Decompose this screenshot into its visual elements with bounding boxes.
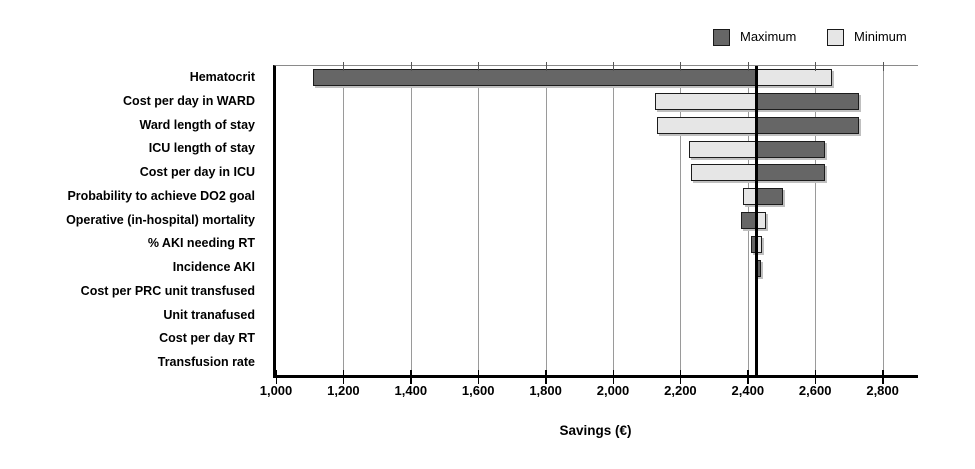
top-tick-mark <box>545 62 547 71</box>
bar-min-segment <box>656 116 757 134</box>
category-label: % AKI needing RT <box>147 236 255 251</box>
bar-max-segment <box>756 116 860 134</box>
x-tick-mark <box>882 370 884 384</box>
category-label: Cost per day in ICU <box>139 165 255 180</box>
category-label: ICU length of stay <box>148 141 255 156</box>
category-label: Incidence AKI <box>172 260 255 275</box>
gridline <box>815 66 817 375</box>
category-label: Operative (in-hospital) mortality <box>66 212 255 227</box>
gridline <box>545 66 547 375</box>
category-label: Hematocrit <box>189 70 255 84</box>
legend-maximum-swatch <box>713 29 730 46</box>
x-tick-mark <box>477 370 480 384</box>
category-label: Unit tranafused <box>163 307 255 322</box>
bar-max-segment <box>313 69 757 87</box>
top-tick-mark <box>680 62 682 71</box>
x-tick-mark <box>747 370 749 384</box>
legend-minimum-label: Minimum <box>854 29 907 44</box>
top-tick-mark <box>343 62 345 71</box>
bar-max-segment <box>756 164 826 182</box>
category-label: Transfusion rate <box>157 355 255 370</box>
gridline <box>478 66 480 375</box>
baseline-line <box>754 66 758 375</box>
gridline <box>680 66 682 375</box>
gridline <box>343 66 345 375</box>
x-tick-mark <box>679 370 682 384</box>
x-tick-label: 2,800 <box>866 383 899 398</box>
top-tick-mark <box>882 62 884 71</box>
x-tick-mark <box>342 370 345 384</box>
x-tick-mark <box>612 370 614 384</box>
plot-area <box>273 62 918 384</box>
gridline <box>613 66 614 375</box>
x-tick-label: 2,400 <box>731 383 765 398</box>
bar-min-segment <box>655 93 757 111</box>
top-tick-mark <box>478 62 480 71</box>
x-tick-mark <box>814 370 817 384</box>
bar-min-segment <box>688 140 757 158</box>
gridline <box>882 66 884 375</box>
x-tick-label: 1,800 <box>529 383 562 398</box>
x-axis-title: Savings (€) <box>559 423 632 438</box>
top-tick-mark <box>747 62 749 71</box>
x-tick-label: 2,600 <box>798 383 832 398</box>
legend-minimum-swatch <box>827 29 844 46</box>
x-tick-label: 2,200 <box>664 383 697 398</box>
x-tick-label: 1,600 <box>461 383 495 398</box>
top-tick-mark <box>613 62 614 71</box>
x-tick-label: 1,000 <box>259 383 293 398</box>
category-label: Cost per day in WARD <box>123 93 255 108</box>
legend-maximum-label: Maximum <box>740 29 797 44</box>
bar-max-segment <box>756 188 784 206</box>
category-label: Cost per PRC unit transfused <box>80 283 255 298</box>
bar-min-segment <box>756 69 833 87</box>
top-tick-mark <box>410 62 412 71</box>
top-tick-mark <box>815 62 817 71</box>
category-label: Probability to achieve DO2 goal <box>67 188 255 203</box>
x-tick-label: 2,000 <box>596 383 630 398</box>
x-tick-label: 1,400 <box>394 383 428 398</box>
x-tick-mark <box>410 370 412 384</box>
x-tick-label: 1,200 <box>327 383 360 398</box>
category-label: Cost per day RT <box>159 331 255 346</box>
gridline <box>410 66 412 375</box>
bar-min-segment <box>756 212 767 229</box>
x-tick-mark <box>275 370 277 384</box>
x-axis-tick-labels: 1,000 1,200 1,400 1,600 1,800 2,000 2,200 2,400… <box>260 383 918 400</box>
category-label: Ward length of stay <box>139 117 255 132</box>
bar-min-segment <box>690 164 757 182</box>
bar-max-segment <box>756 93 860 111</box>
x-tick-mark <box>545 370 547 384</box>
bar-max-segment <box>756 140 826 158</box>
